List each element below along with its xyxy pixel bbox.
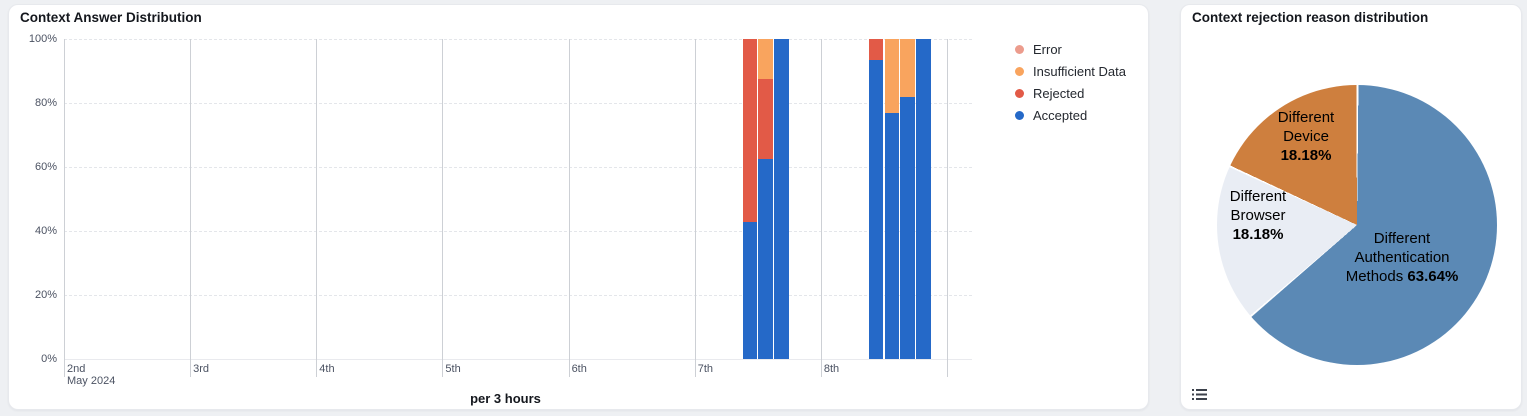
y-axis-tick-label: 0%: [41, 353, 57, 365]
v-gridline: [947, 39, 948, 377]
x-axis-month-label: May 2024: [67, 375, 116, 387]
legend-dot-icon: [1015, 44, 1024, 54]
y-axis-tick-label: 20%: [34, 289, 57, 301]
legend-item-accepted[interactable]: Accepted: [1015, 104, 1126, 126]
legend-dot-icon: [1015, 66, 1024, 76]
x-axis-day-label: 7th: [697, 363, 713, 375]
h-gridline: [64, 295, 972, 296]
legend-item-rejected[interactable]: Rejected: [1015, 82, 1126, 104]
chart-legend: Error Insufficient Data Rejected Accepted: [1015, 38, 1126, 126]
x-axis-day-label: 4th: [319, 363, 335, 375]
h-gridline: [64, 103, 972, 104]
h-gridline: [64, 231, 972, 232]
x-axis-title: per 3 hours: [470, 391, 541, 406]
legend-dot-icon: [1015, 110, 1024, 120]
stacked-bar[interactable]: [916, 39, 931, 359]
legend-item-error[interactable]: Error: [1015, 38, 1126, 60]
stacked-bar[interactable]: [884, 39, 900, 359]
legend-item-insufficient-data[interactable]: Insufficient Data: [1015, 60, 1126, 82]
bar-segment-accepted: [900, 96, 915, 359]
x-axis-day-label: 8th: [823, 363, 840, 375]
v-gridline: [316, 39, 318, 377]
legend-item-label: Error: [1033, 41, 1062, 57]
bar-segment-accepted: [742, 221, 758, 359]
y-axis-tick-label: 60%: [34, 161, 57, 173]
bar-plot-area: [64, 39, 972, 359]
y-axis-tick-label: 80%: [34, 97, 57, 109]
x-axis-line: [64, 359, 972, 360]
bar-segment-insufficient-data: [884, 39, 900, 113]
pie-chart[interactable]: [1217, 85, 1497, 365]
bar-segment-accepted: [884, 112, 900, 359]
list-icon: [1191, 388, 1207, 400]
stacked-bar[interactable]: [758, 39, 773, 359]
bar-segment-rejected: [742, 39, 758, 222]
panel-context-rejection-reason: Context rejection reason distribution Di…: [1180, 4, 1522, 410]
y-axis-tick-label: 40%: [34, 225, 57, 237]
legend-item-label: Rejected: [1033, 85, 1085, 101]
legend-item-label: Insufficient Data: [1033, 63, 1126, 79]
v-gridline: [568, 39, 570, 377]
v-gridline: [190, 39, 192, 377]
v-gridline: [820, 39, 822, 377]
bar-segment-rejected: [758, 79, 773, 159]
bar-segment-accepted: [916, 39, 931, 359]
pie-label-different-authentication-methods: Different Authentication Methods 63.64%: [1345, 230, 1459, 285]
chart-menu-button[interactable]: [1190, 386, 1208, 402]
panel-title: Context rejection reason distribution: [1192, 10, 1429, 25]
bar-segment-insufficient-data: [758, 39, 773, 79]
panel-context-answer-distribution: Context Answer Distribution per 3 hours …: [8, 4, 1149, 410]
x-axis-day-label: 5th: [445, 363, 461, 375]
x-axis-day-label: 2nd May 2024: [67, 363, 116, 387]
panel-title: Context Answer Distribution: [20, 10, 202, 25]
bar-segment-accepted: [868, 60, 884, 359]
v-gridline: [442, 39, 444, 377]
v-gridline: [694, 39, 696, 377]
pie-label-different-browser: Different Browser 18.18%: [1229, 188, 1287, 243]
legend-dot-icon: [1015, 88, 1024, 98]
h-gridline: [64, 167, 972, 168]
pie-label-different-device: Different Device 18.18%: [1277, 109, 1335, 164]
stacked-bar[interactable]: [900, 39, 915, 359]
y-axis-tick-label: 100%: [28, 33, 57, 45]
stacked-bar[interactable]: [742, 39, 758, 359]
bar-segment-accepted: [758, 159, 773, 359]
x-axis-day-label: 3rd: [193, 363, 210, 375]
stacked-bar[interactable]: [774, 39, 789, 359]
bar-segment-rejected: [868, 39, 884, 61]
legend-item-label: Accepted: [1033, 107, 1088, 123]
v-gridline: [64, 39, 65, 377]
x-axis-day-label: 6th: [571, 363, 587, 375]
bar-segment-accepted: [774, 39, 789, 359]
h-gridline: [64, 39, 972, 40]
bar-segment-insufficient-data: [900, 39, 915, 97]
stacked-bar[interactable]: [868, 39, 884, 359]
